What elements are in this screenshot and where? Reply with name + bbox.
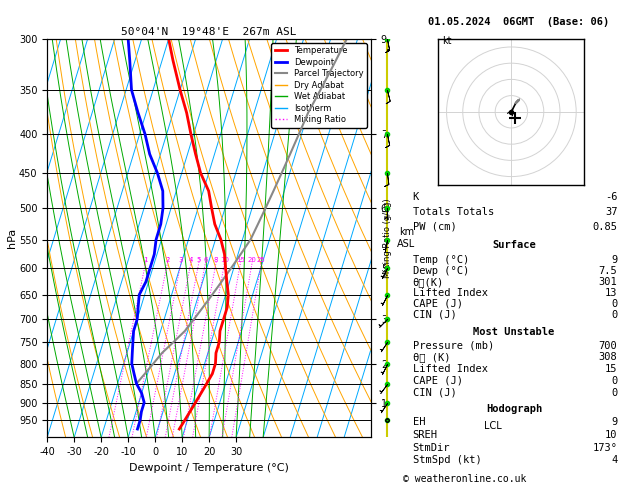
- Text: 7.5: 7.5: [599, 266, 617, 276]
- Text: 15: 15: [236, 257, 245, 263]
- Text: 10: 10: [605, 430, 617, 440]
- Text: Pressure (mb): Pressure (mb): [413, 341, 494, 350]
- Text: SREH: SREH: [413, 430, 438, 440]
- Y-axis label: km
ASL: km ASL: [398, 227, 416, 249]
- Text: θᴇ(K): θᴇ(K): [413, 277, 444, 287]
- Text: LCL: LCL: [484, 420, 502, 431]
- Text: -6: -6: [605, 192, 617, 202]
- Legend: Temperature, Dewpoint, Parcel Trajectory, Dry Adiabat, Wet Adiabat, Isotherm, Mi: Temperature, Dewpoint, Parcel Trajectory…: [272, 43, 367, 128]
- Text: 15: 15: [605, 364, 617, 374]
- Text: CAPE (J): CAPE (J): [413, 376, 462, 386]
- Text: CIN (J): CIN (J): [413, 310, 457, 320]
- Text: StmSpd (kt): StmSpd (kt): [413, 455, 481, 465]
- Text: 0: 0: [611, 388, 617, 398]
- Text: Most Unstable: Most Unstable: [473, 327, 555, 337]
- Text: Surface: Surface: [492, 240, 536, 250]
- Text: 20: 20: [248, 257, 257, 263]
- Text: 0: 0: [611, 310, 617, 320]
- X-axis label: Dewpoint / Temperature (°C): Dewpoint / Temperature (°C): [129, 463, 289, 473]
- Text: Temp (°C): Temp (°C): [413, 255, 469, 265]
- Text: Hodograph: Hodograph: [486, 404, 542, 415]
- Text: 9: 9: [611, 417, 617, 427]
- Text: θᴇ (K): θᴇ (K): [413, 352, 450, 363]
- Text: 301: 301: [599, 277, 617, 287]
- Text: 6: 6: [203, 257, 208, 263]
- Text: 4: 4: [189, 257, 193, 263]
- Text: 5: 5: [197, 257, 201, 263]
- Text: K: K: [413, 192, 419, 202]
- Text: 8: 8: [214, 257, 218, 263]
- Text: 2: 2: [165, 257, 170, 263]
- Text: CIN (J): CIN (J): [413, 388, 457, 398]
- Text: 10: 10: [220, 257, 229, 263]
- Text: © weatheronline.co.uk: © weatheronline.co.uk: [403, 473, 526, 484]
- Text: 3: 3: [179, 257, 183, 263]
- Text: StmDir: StmDir: [413, 443, 450, 452]
- Text: 308: 308: [599, 352, 617, 363]
- Text: 37: 37: [605, 207, 617, 217]
- Text: 0.85: 0.85: [593, 222, 617, 231]
- Text: Totals Totals: Totals Totals: [413, 207, 494, 217]
- Text: 0: 0: [611, 376, 617, 386]
- Text: Dewp (°C): Dewp (°C): [413, 266, 469, 276]
- Text: 9: 9: [611, 255, 617, 265]
- Title: 50°04'N  19°48'E  267m ASL: 50°04'N 19°48'E 267m ASL: [121, 27, 297, 37]
- Text: Lifted Index: Lifted Index: [413, 364, 487, 374]
- Text: PW (cm): PW (cm): [413, 222, 457, 231]
- Text: 01.05.2024  06GMT  (Base: 06): 01.05.2024 06GMT (Base: 06): [428, 17, 610, 27]
- Text: 25: 25: [257, 257, 265, 263]
- Text: 4: 4: [611, 455, 617, 465]
- Text: 700: 700: [599, 341, 617, 350]
- Text: CAPE (J): CAPE (J): [413, 299, 462, 309]
- Text: 1: 1: [143, 257, 148, 263]
- Y-axis label: hPa: hPa: [8, 228, 18, 248]
- Text: EH: EH: [413, 417, 425, 427]
- Text: Lifted Index: Lifted Index: [413, 288, 487, 298]
- Text: 0: 0: [611, 299, 617, 309]
- Text: 13: 13: [605, 288, 617, 298]
- Text: kt: kt: [442, 36, 451, 46]
- Text: 173°: 173°: [593, 443, 617, 452]
- Text: Mixing Ratio (g/kg): Mixing Ratio (g/kg): [383, 198, 392, 278]
